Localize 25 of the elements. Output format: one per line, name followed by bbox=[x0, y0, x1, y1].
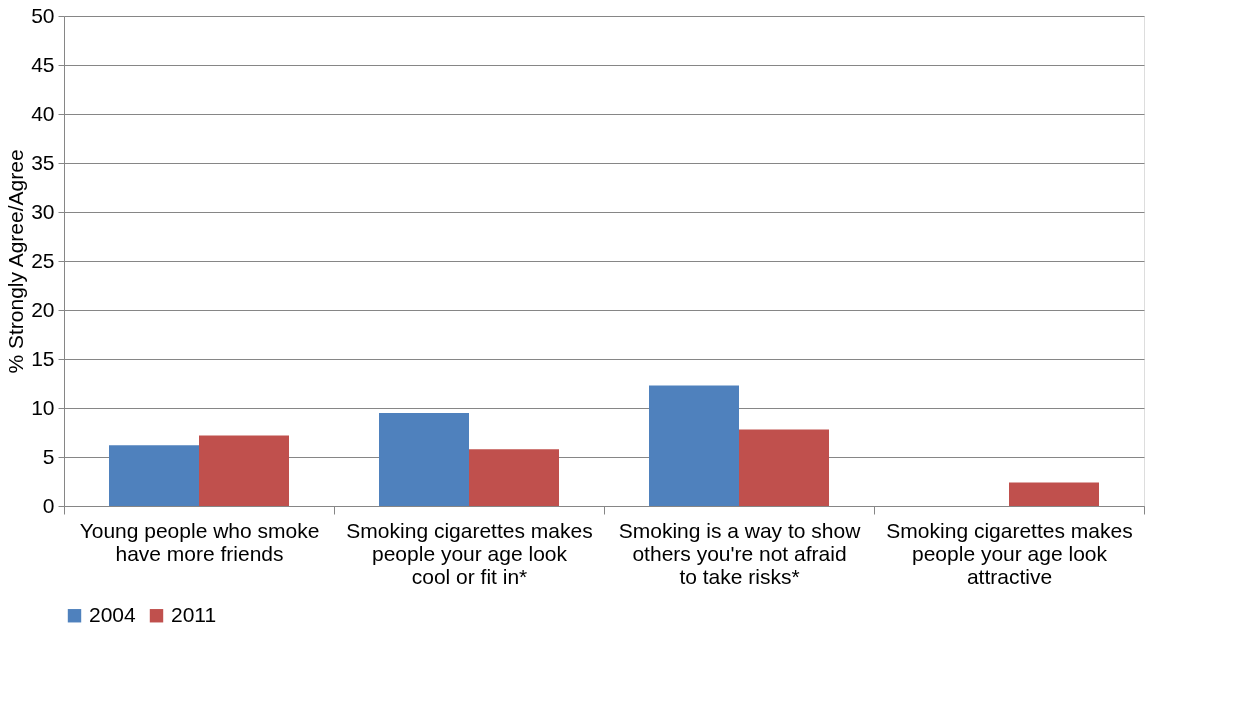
y-tick-label: 10 bbox=[31, 395, 55, 419]
y-tick-label: 0 bbox=[42, 493, 55, 517]
y-tick-label: 30 bbox=[31, 199, 55, 223]
bar bbox=[379, 412, 469, 506]
y-tick-label: 5 bbox=[42, 444, 55, 468]
bar bbox=[649, 385, 739, 506]
y-axis-title: % Strongly Agree/Agree bbox=[4, 149, 28, 374]
bar bbox=[109, 445, 199, 506]
x-tick-label: Smoking cigarettes makes people your age look cool or fit in* bbox=[346, 518, 593, 588]
y-tick-label: 40 bbox=[31, 101, 55, 125]
bar bbox=[739, 429, 829, 506]
y-tick-label: 35 bbox=[31, 150, 55, 174]
bar bbox=[199, 435, 289, 506]
bar bbox=[469, 449, 559, 506]
bar bbox=[1009, 482, 1099, 506]
y-tick-label: 45 bbox=[31, 52, 55, 76]
x-tick-label: Smoking cigarettes makes people your age look attractive bbox=[886, 518, 1133, 588]
y-tick-label: 25 bbox=[31, 248, 55, 272]
x-tick-label: Young people who smoke have more friends bbox=[79, 518, 320, 565]
legend-label: 2004 bbox=[89, 602, 137, 626]
y-tick-label: 15 bbox=[31, 346, 55, 370]
x-tick-label: Smoking is a way to show others you're not afraid to take risks* bbox=[618, 518, 862, 588]
legend-label: 2011 bbox=[171, 602, 217, 626]
y-tick-label: 50 bbox=[31, 3, 55, 27]
y-tick-label: 20 bbox=[31, 297, 55, 321]
